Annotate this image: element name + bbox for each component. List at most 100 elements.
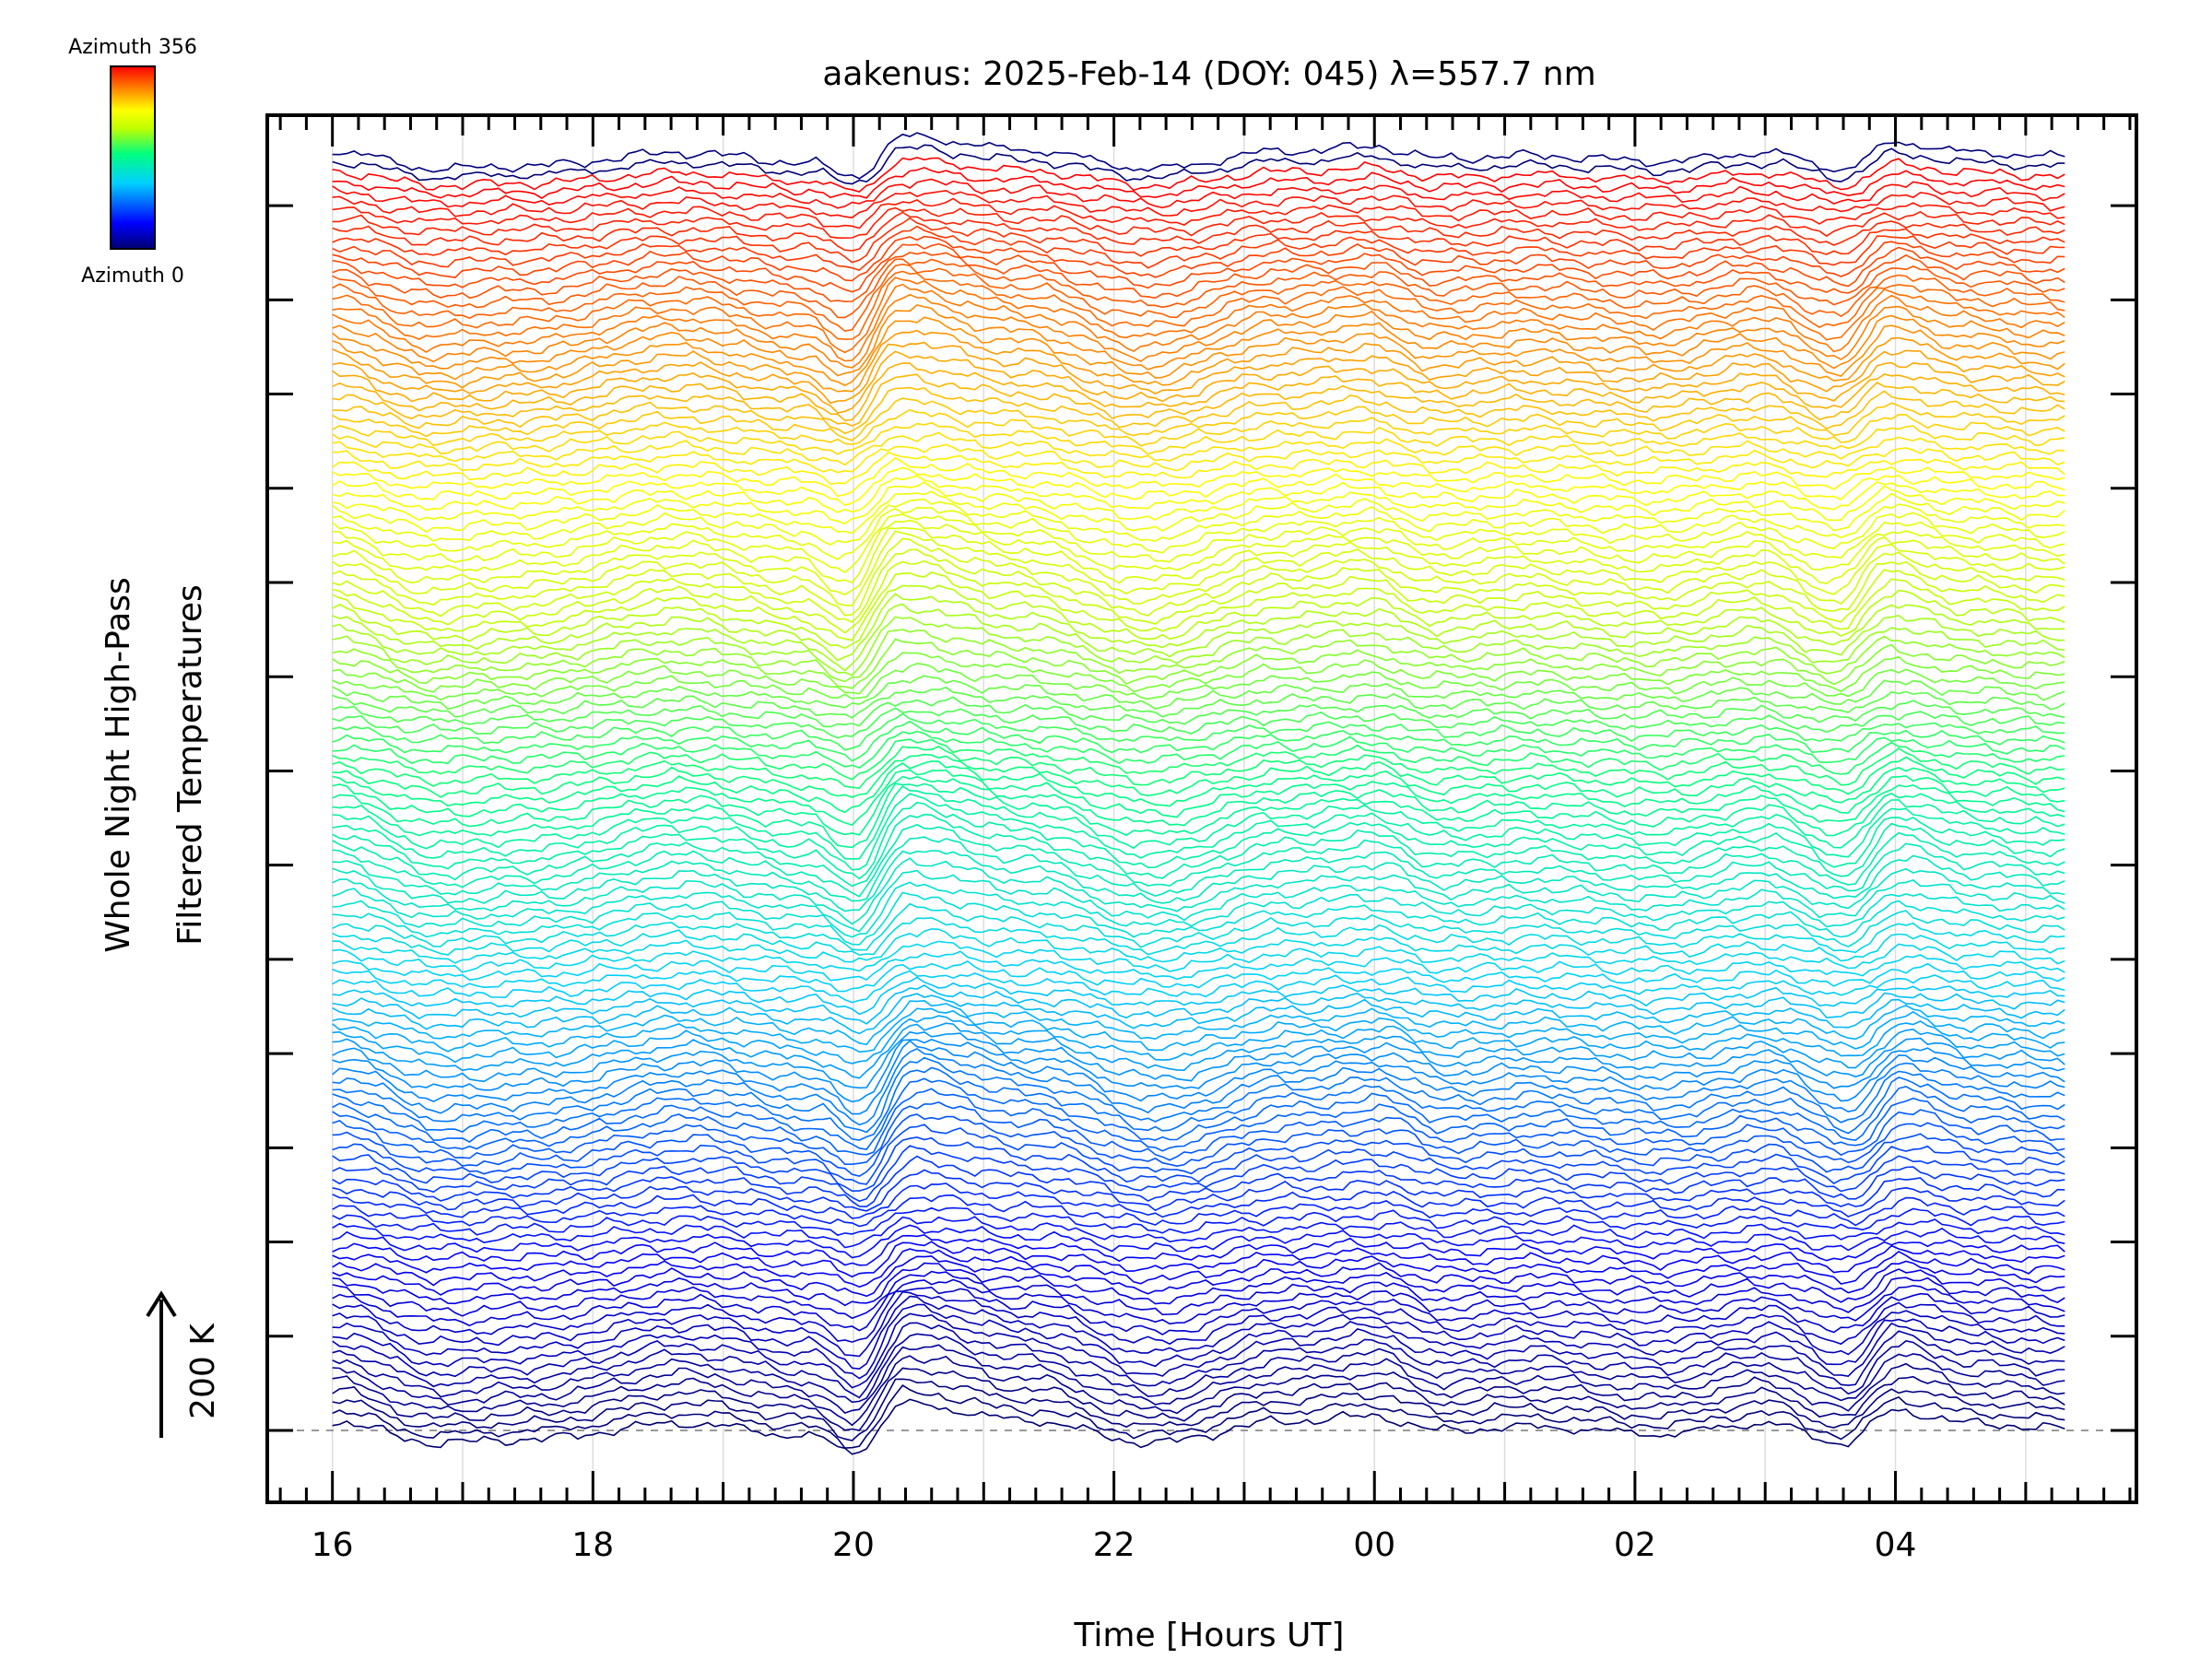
series-line [332,144,2065,185]
x-tick-label: 20 [832,1526,875,1564]
series-line [332,1286,2065,1343]
series-line [332,1194,2065,1228]
series-line [332,1169,2065,1212]
x-tick-label: 16 [312,1526,354,1564]
series-line [332,1378,2065,1441]
series-line [332,263,2065,333]
series-line [332,663,2065,701]
x-tick-label: 02 [1614,1526,1656,1564]
series-line [332,1022,2065,1079]
series-line [332,1344,2065,1415]
series-line [332,1182,2065,1219]
series-line [332,217,2065,264]
x-tick-label: 00 [1353,1526,1395,1564]
series-line [332,1040,2065,1115]
series-line [332,970,2065,1004]
series-line [332,466,2065,507]
series-line [332,782,2065,849]
series-line [332,408,2065,447]
series-line [332,1303,2065,1380]
series-line [332,530,2065,606]
series-line [332,616,2065,677]
series-line [332,760,2065,814]
series-line [332,362,2065,422]
series-line [332,720,2065,762]
series-line [332,316,2065,387]
series-line [332,916,2065,956]
series-line [332,258,2065,319]
series-line [332,211,2065,252]
series-line [332,891,2065,946]
series-line [332,242,2065,293]
series-line [332,1101,2065,1165]
series-line [332,675,2065,711]
axes-frame [265,113,2138,1504]
series-line [332,1088,2065,1156]
series-line [332,1241,2065,1278]
series-line [332,571,2065,641]
series-line [332,1367,2065,1431]
scale-arrow-icon [146,1290,177,1438]
series-line [332,869,2065,933]
series-line [332,1216,2065,1249]
series-line [332,341,2065,405]
series-line [332,940,2065,973]
series-line [332,166,2065,199]
series-line [332,686,2065,719]
series-line [332,506,2065,560]
series-line [332,373,2065,427]
series-line [332,1322,2065,1399]
series-line [332,498,2065,546]
series-line [332,1056,2065,1134]
chart-title: aakenus: 2025-Feb-14 (DOY: 045) λ=557.7 … [822,55,1595,93]
x-axis-label: Time [Hours UT] [1074,1617,1345,1654]
series-line [332,350,2065,414]
series-line [332,1039,2065,1103]
series-line [332,793,2065,871]
series-line [332,1295,2065,1371]
series-line [332,475,2065,513]
plot-frame [265,113,2138,1504]
series-line [332,603,2065,672]
series-line [332,1234,2065,1266]
series-line [332,1333,2065,1404]
series-line [332,1136,2065,1193]
series-line [332,431,2065,466]
series-line [332,1145,2065,1203]
y-axis-label-line2: Filtered Temperatures [171,584,209,946]
series-traces [332,132,2065,1455]
series-line [332,1384,2065,1449]
series-line [332,959,2065,993]
series-line [332,132,2065,180]
series-line [332,902,2065,951]
series-line [332,537,2065,617]
series-line [332,559,2065,634]
series-line [332,1066,2065,1141]
series-line [332,1290,2065,1358]
series-line [332,178,2065,209]
series-line [332,850,2065,912]
series-line [332,1030,2065,1089]
series-line [332,1355,2065,1427]
series-line [332,157,2065,193]
series-line [332,1047,2065,1126]
series-line [332,652,2065,695]
series-line [332,984,2065,1025]
series-line [332,712,2065,751]
series-line [332,1270,2065,1320]
x-tick-label: 22 [1093,1526,1135,1564]
series-line [332,293,2065,369]
series-line [332,1124,2065,1185]
series-line [332,1262,2065,1307]
colorbar [110,65,156,250]
series-line [332,993,2065,1035]
series-line [332,235,2065,282]
series-line [332,638,2065,689]
series-line [332,1278,2065,1332]
series-line [332,738,2065,781]
series-line [332,1206,2065,1237]
series-line [332,304,2065,377]
series-line [332,270,2065,340]
series-line [332,206,2065,239]
